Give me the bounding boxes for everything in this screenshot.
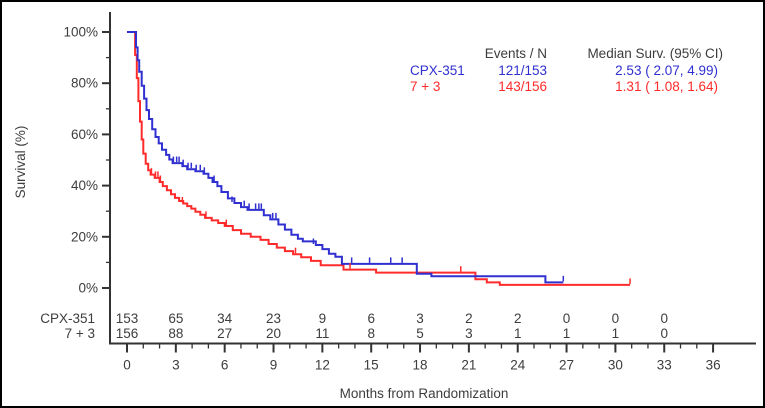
at-risk-count: 1 <box>612 326 620 341</box>
at-risk-count: 1 <box>563 326 571 341</box>
at-risk-count: 1 <box>514 326 522 341</box>
at-risk-count: 34 <box>217 311 233 326</box>
y-tick-label: 100% <box>63 25 98 40</box>
x-tick-label: 24 <box>510 358 526 373</box>
at-risk-count: 27 <box>217 326 232 341</box>
survival-curve-7-3 <box>127 31 631 286</box>
censor-tick-marks <box>150 156 631 284</box>
at-risk-count: 3 <box>465 326 473 341</box>
at-risk-count: 20 <box>266 326 281 341</box>
x-tick-label: 12 <box>315 358 330 373</box>
x-tick-label: 3 <box>172 358 180 373</box>
x-tick-label: 36 <box>706 358 721 373</box>
at-risk-table: CPX-351 153 65 34 23 9 6 3 2 2 0 0 07 + 3 156 88 27 20 11… <box>40 311 668 341</box>
at-risk-count: 0 <box>563 311 571 326</box>
legend-7plus3-events: 143/156 <box>498 79 547 94</box>
at-risk-count: 65 <box>168 311 183 326</box>
legend-cpx-median: 2.53 ( 2.07, 4.99) <box>615 63 718 78</box>
at-risk-row-label: 7 + 3 <box>65 326 95 341</box>
legend-7plus3-median: 1.31 ( 1.08, 1.64) <box>615 79 718 94</box>
at-risk-count: 2 <box>514 311 522 326</box>
legend-header-events: Events / N <box>485 46 547 61</box>
x-tick-label: 15 <box>364 358 379 373</box>
x-tick-label: 33 <box>657 358 672 373</box>
x-tick-label: 21 <box>461 358 476 373</box>
y-tick-label: 20% <box>71 229 98 244</box>
legend-7plus3-name: 7 + 3 <box>410 79 440 94</box>
at-risk-count: 8 <box>367 326 375 341</box>
x-tick-label: 27 <box>559 358 574 373</box>
survival-curve-cpx-351 <box>127 31 564 284</box>
legend-cpx-events: 121/153 <box>498 63 547 78</box>
at-risk-count: 23 <box>266 311 281 326</box>
y-tick-label: 60% <box>71 127 98 142</box>
survival-curves <box>127 31 631 286</box>
legend-cpx-name: CPX-351 <box>410 63 465 78</box>
at-risk-count: 88 <box>168 326 183 341</box>
at-risk-count: 9 <box>319 311 327 326</box>
x-tick-label: 6 <box>221 358 229 373</box>
at-risk-count: 6 <box>367 311 375 326</box>
at-risk-count: 156 <box>116 326 139 341</box>
y-tick-label: 80% <box>71 76 98 91</box>
at-risk-count: 153 <box>116 311 139 326</box>
at-risk-count: 0 <box>660 311 668 326</box>
x-tick-label: 9 <box>270 358 278 373</box>
y-axis-title: Survival (%) <box>13 126 28 199</box>
at-risk-count: 0 <box>660 326 668 341</box>
x-tick-label: 18 <box>413 358 428 373</box>
axes: 0%20%40%60%80%100%0 3 6 9 12 15 18 21 24 27 30 33 36 <box>63 12 756 373</box>
x-tick-label: 0 <box>123 358 131 373</box>
y-tick-label: 0% <box>78 281 98 296</box>
y-tick-label: 40% <box>71 178 98 193</box>
x-tick-label: 30 <box>608 358 623 373</box>
legend: Events / N Median Surv. (95% CI) CPX-351… <box>410 46 723 94</box>
legend-header-median: Median Surv. (95% CI) <box>587 46 723 61</box>
at-risk-count: 11 <box>315 326 329 341</box>
at-risk-row-label: CPX-351 <box>40 311 95 326</box>
at-risk-count: 5 <box>416 326 424 341</box>
at-risk-count: 0 <box>612 311 620 326</box>
x-axis-title: Months from Randomization <box>340 386 509 401</box>
at-risk-count: 3 <box>416 311 424 326</box>
at-risk-count: 2 <box>465 311 473 326</box>
